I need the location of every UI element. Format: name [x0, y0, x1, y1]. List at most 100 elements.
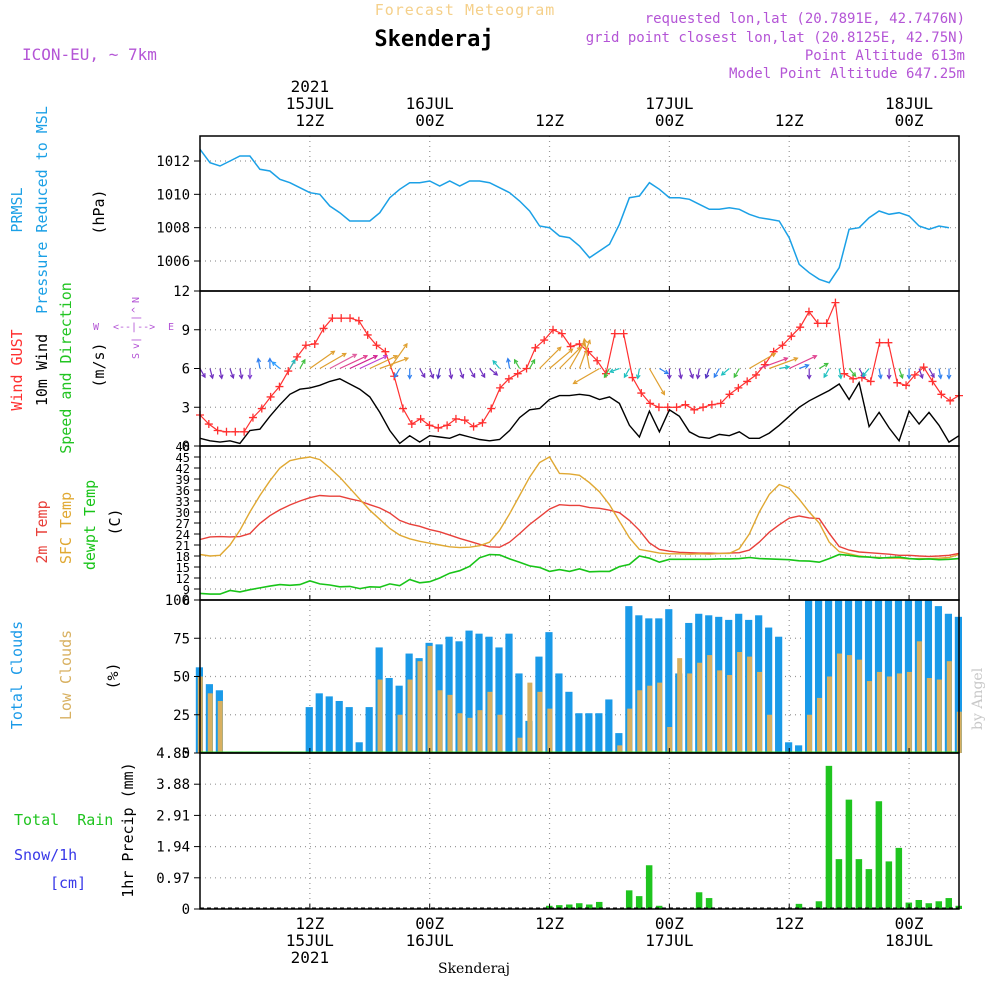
- low-cloud-bar: [427, 645, 433, 753]
- total-cloud-bar: [795, 745, 803, 753]
- low-cloud-bar: [876, 671, 882, 753]
- wind-arrow-shaft: [359, 355, 388, 370]
- wind-arrow-head: [394, 373, 399, 379]
- rain-bar: [655, 905, 663, 909]
- wind-label-3: Speed and Direction: [57, 282, 75, 454]
- time-label-bottom: 00Z: [655, 914, 684, 933]
- low-cloud-bar: [637, 690, 643, 753]
- ytick-label-precip: 2.91: [156, 808, 190, 824]
- wind-arrow-shaft: [239, 368, 243, 379]
- temp-unit: (C): [106, 508, 124, 535]
- time-label-bottom: 17JUL: [645, 931, 693, 950]
- precip-label-2: Snow/1h: [14, 846, 77, 864]
- requested-coords: requested lon,lat (20.7891E, 42.7476N): [645, 11, 965, 27]
- ytick-label-pressure: 1008: [156, 221, 190, 237]
- gust-marker: [866, 377, 875, 386]
- temp-label-3: dewpt Temp: [81, 480, 99, 570]
- total-cloud-bar: [465, 630, 473, 753]
- wind-arrow-head: [403, 342, 408, 348]
- ytick-label-pressure: 1010: [156, 187, 190, 203]
- wind-direction-arrow: [648, 368, 666, 396]
- wind-arrow-shaft: [748, 352, 776, 370]
- ytick-label-temp: 48: [176, 440, 190, 454]
- low-cloud-bar: [207, 693, 213, 753]
- ytick-label-temp: 33: [176, 495, 190, 509]
- wind-arrow-shaft: [349, 355, 378, 370]
- wind-arrow-shaft: [573, 367, 600, 385]
- chart-title: Forecast Meteogram: [375, 1, 556, 19]
- rain-bar: [576, 903, 583, 909]
- low-cloud-bar: [477, 710, 483, 753]
- gust-marker: [496, 383, 505, 392]
- wind-arrow-shaft: [319, 352, 347, 370]
- total-cloud-bar: [575, 713, 583, 753]
- gust-marker: [804, 307, 813, 316]
- rain-bar: [815, 901, 823, 909]
- time-label-bottom: 2021: [291, 948, 330, 967]
- rain-bar: [845, 799, 853, 909]
- wind-direction-arrow: [267, 357, 273, 369]
- wind-direction-arrow: [256, 357, 262, 369]
- wind-speed-line: [199, 378, 960, 445]
- total-cloud-bar: [335, 700, 343, 753]
- time-label-top: 2021: [291, 77, 330, 96]
- wind-arrow-head: [664, 369, 670, 375]
- gust-marker: [725, 390, 734, 399]
- wind-arrow-head: [678, 374, 683, 380]
- wind-direction-arrow: [906, 368, 912, 380]
- wind-arrow-head: [382, 354, 389, 360]
- wind-arrow-head: [793, 357, 799, 362]
- gust-marker: [451, 414, 460, 423]
- time-label-bottom: 00Z: [895, 914, 924, 933]
- ytick-label-clouds: 75: [173, 631, 190, 647]
- wind-arrow-shaft: [862, 368, 870, 377]
- low-cloud-bar: [657, 682, 663, 753]
- wind-arrow-head: [713, 373, 719, 379]
- wind-arrow-head: [247, 374, 253, 380]
- total-cloud-bar: [775, 636, 783, 753]
- time-label-top: 17JUL: [645, 94, 693, 113]
- wind-arrow-head: [930, 373, 935, 379]
- wind-arrow-shaft: [823, 368, 830, 378]
- gust-marker: [478, 418, 487, 427]
- total-cloud-bar: [495, 647, 503, 753]
- low-cloud-bar: [807, 714, 812, 753]
- time-label-bottom: 15JUL: [286, 931, 334, 950]
- wind-direction-arrow: [688, 368, 694, 380]
- wind-direction-arrow: [529, 358, 536, 369]
- gust-marker: [787, 332, 796, 341]
- wind-arrow-shaft: [769, 357, 798, 370]
- wind-arrow-shaft: [928, 368, 935, 378]
- wind-unit: (m/s): [90, 342, 108, 387]
- rain-bar: [635, 896, 643, 909]
- ytick-label-wind: 3: [182, 400, 190, 416]
- grid-coords: grid point closest lon,lat (20.8125E, 42…: [586, 30, 965, 46]
- wind-direction-arrow: [713, 368, 720, 379]
- wind-arrow-shaft: [492, 360, 501, 369]
- gust-marker: [646, 399, 655, 408]
- wind-arrow-head: [493, 370, 499, 376]
- gust-marker: [460, 416, 469, 425]
- gust-marker: [381, 347, 390, 356]
- wind-arrow-head: [608, 368, 615, 374]
- ytick-label-temp: 42: [176, 462, 190, 476]
- wind-direction-arrow: [877, 368, 883, 380]
- low-cloud-bar: [457, 713, 463, 753]
- wind-arrow-head: [919, 373, 924, 380]
- wind-direction-arrow: [788, 354, 818, 370]
- wind-arrow-head: [823, 362, 829, 368]
- gust-marker: [319, 324, 328, 333]
- wind-arrow-shaft: [479, 368, 486, 378]
- wind-arrow-shaft: [329, 353, 357, 370]
- gust-marker: [337, 314, 346, 323]
- wind-direction-arrow: [666, 368, 672, 380]
- gust-marker: [593, 356, 602, 365]
- low-cloud-bar: [407, 679, 413, 753]
- rain-bar: [795, 903, 803, 909]
- low-cloud-bar: [377, 679, 383, 753]
- low-cloud-bar: [487, 691, 493, 753]
- wind-arrow-head: [785, 364, 791, 370]
- wind-direction-arrow: [407, 368, 413, 380]
- ytick-label-temp: 15: [176, 561, 190, 575]
- total-cloud-bar: [355, 742, 363, 753]
